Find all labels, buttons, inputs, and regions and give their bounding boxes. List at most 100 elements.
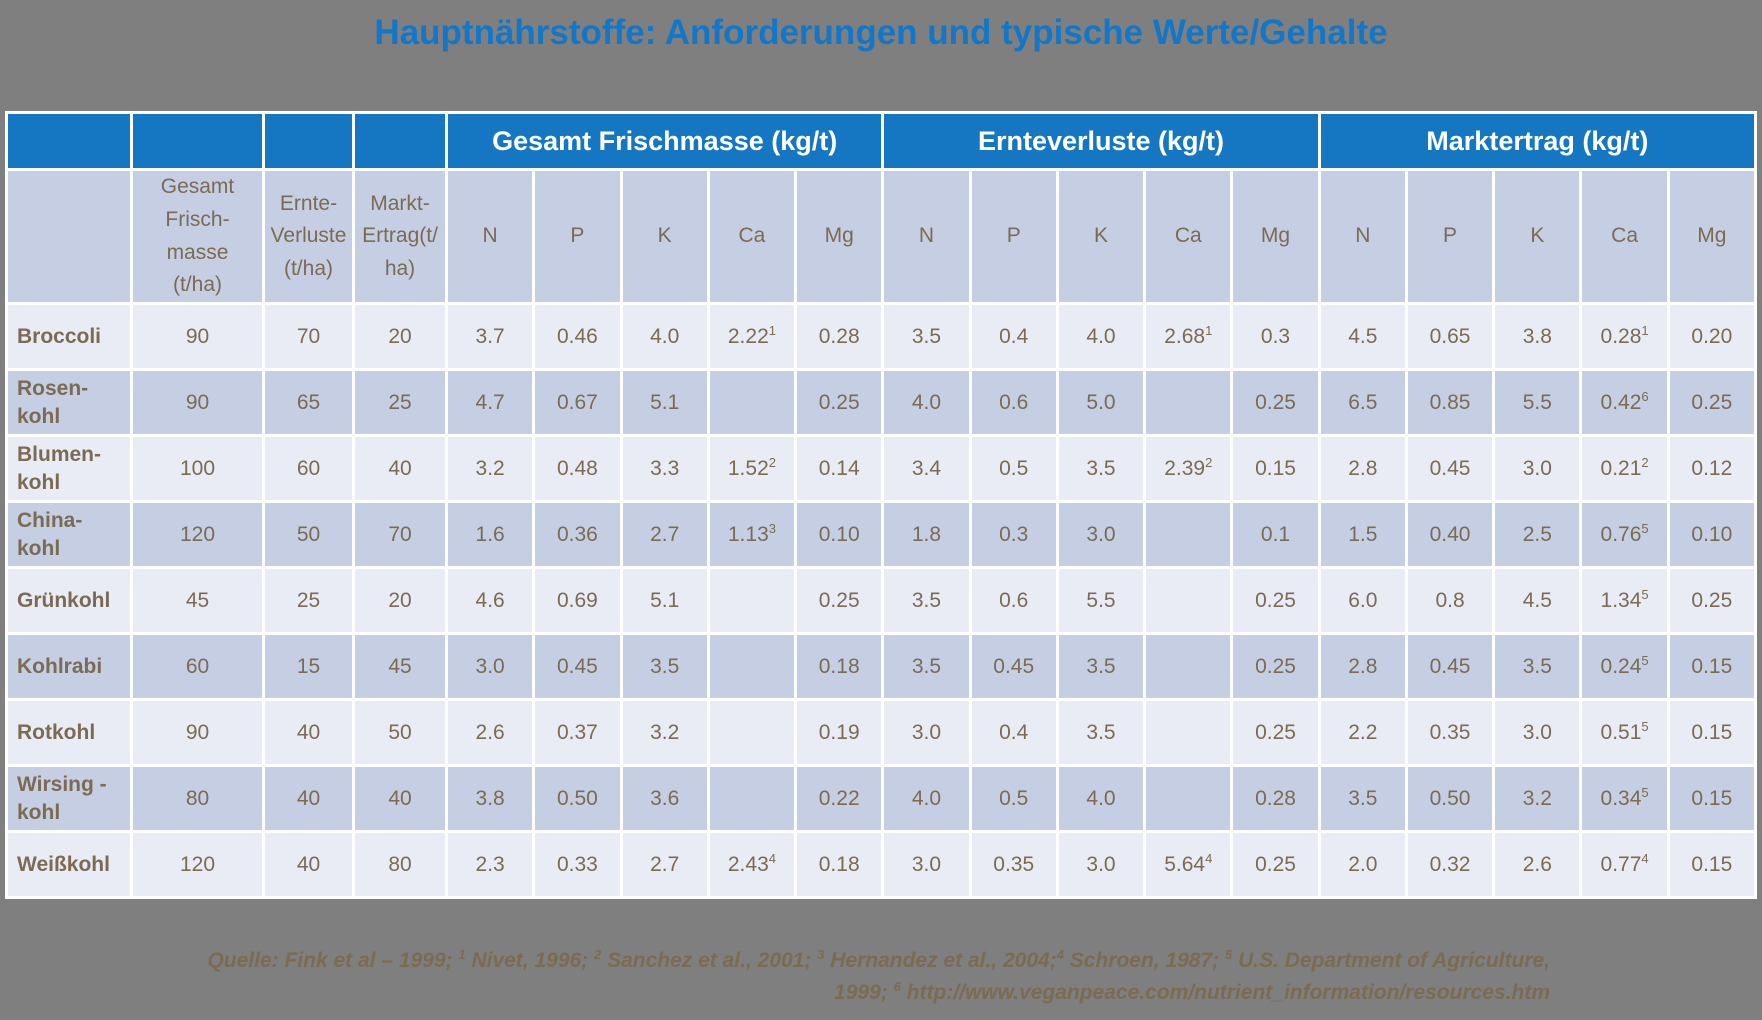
value-cell: 5.0	[1055, 368, 1147, 437]
value-cell: 3.2	[619, 698, 710, 767]
value-cell: 0.25	[1666, 368, 1758, 437]
value-cell: 0.774	[1579, 830, 1670, 899]
value-cell	[706, 368, 798, 437]
value-cell: 3.0	[1055, 500, 1147, 569]
value-cell: 0.35	[1404, 698, 1496, 767]
row-label: Rotkohl	[5, 698, 133, 767]
value-cell: 0.4	[968, 698, 1059, 767]
value-cell: 0.28	[794, 302, 885, 371]
value-cell	[706, 632, 798, 701]
sub-header-cell: K	[619, 168, 710, 305]
source-line-1: Quelle: Fink et al – 1999; 1 Nivet, 1996…	[207, 947, 1550, 972]
value-cell: 0.37	[532, 698, 623, 767]
corner-cell	[5, 111, 133, 171]
table-row: Wirsing - kohl 80 40 40 3.8 0.50 3.6 0.22 4.0 0.5…	[5, 764, 1758, 833]
value-cell: 2.6	[444, 698, 536, 767]
value-cell: 0.10	[1666, 500, 1758, 569]
group-header-gesamt-frischmasse: Gesamt Frischmasse (kg/t)	[444, 111, 885, 171]
value-cell: 1.6	[444, 500, 536, 569]
value-cell: 70	[262, 302, 355, 371]
sub-header-cell: K	[1055, 168, 1147, 305]
value-cell: 0.18	[794, 830, 885, 899]
value-cell: 0.28	[1230, 764, 1321, 833]
value-cell: 6.5	[1317, 368, 1408, 437]
sub-header-cell: Ernte- Verluste (t/ha)	[262, 168, 355, 305]
value-cell: 45	[130, 566, 265, 635]
value-cell: 0.22	[794, 764, 885, 833]
row-label: Weißkohl	[5, 830, 133, 899]
value-cell: 5.644	[1143, 830, 1234, 899]
value-cell: 0.25	[1230, 632, 1321, 701]
value-cell: 120	[130, 830, 265, 899]
value-cell: 40	[262, 698, 355, 767]
value-cell	[706, 698, 798, 767]
value-cell: 0.15	[1666, 632, 1758, 701]
value-cell: 65	[262, 368, 355, 437]
value-cell: 50	[262, 500, 355, 569]
value-cell: 45	[352, 632, 448, 701]
value-cell: 3.5	[1055, 632, 1147, 701]
sub-header-cell: Markt- Ertrag(t/ ha)	[352, 168, 448, 305]
value-cell: 0.18	[794, 632, 885, 701]
value-cell: 4.0	[619, 302, 710, 371]
value-cell: 3.0	[1492, 698, 1583, 767]
value-cell: 2.392	[1143, 434, 1234, 503]
value-cell: 4.5	[1492, 566, 1583, 635]
value-cell: 0.765	[1579, 500, 1670, 569]
value-cell: 90	[130, 302, 265, 371]
page-title: Hauptnährstoffe: Anforderungen und typis…	[374, 13, 1388, 52]
row-label: China- kohl	[5, 500, 133, 569]
table-row: Broccoli 90 70 20 3.7 0.46 4.0 2.221 0.28 3.5 0.4 4…	[5, 302, 1758, 371]
value-cell: 3.5	[881, 302, 972, 371]
value-cell: 4.7	[444, 368, 536, 437]
value-cell: 90	[130, 368, 265, 437]
value-cell: 3.2	[444, 434, 536, 503]
value-cell: 5.1	[619, 368, 710, 437]
value-cell	[706, 566, 798, 635]
value-cell: 3.5	[1492, 632, 1583, 701]
value-cell: 0.515	[1579, 698, 1670, 767]
value-cell: 120	[130, 500, 265, 569]
value-cell: 2.221	[706, 302, 798, 371]
table-header: Gesamt Frischmasse (kg/t) Ernteverluste …	[5, 111, 1758, 305]
table-body: Broccoli 90 70 20 3.7 0.46 4.0 2.221 0.28 3.5 0.4 4…	[5, 302, 1758, 899]
value-cell: 2.8	[1317, 632, 1408, 701]
value-cell: 2.2	[1317, 698, 1408, 767]
value-cell: 4.0	[1055, 764, 1147, 833]
sub-header-cell: P	[1404, 168, 1496, 305]
value-cell: 0.14	[794, 434, 885, 503]
value-cell: 3.5	[1317, 764, 1408, 833]
corner-cell	[130, 111, 265, 171]
value-cell: 0.40	[1404, 500, 1496, 569]
value-cell: 3.0	[1492, 434, 1583, 503]
sub-header-cell: N	[444, 168, 536, 305]
value-cell	[1143, 368, 1234, 437]
sub-header-cell: Ca	[706, 168, 798, 305]
table-row: Weißkohl 120 40 80 2.3 0.33 2.7 2.434 0.18 3.0 0.3…	[5, 830, 1758, 899]
value-cell: 25	[352, 368, 448, 437]
value-cell: 3.3	[619, 434, 710, 503]
row-label: Kohlrabi	[5, 632, 133, 701]
value-cell: 0.3	[1230, 302, 1321, 371]
value-cell: 0.15	[1666, 764, 1758, 833]
value-cell: 20	[352, 302, 448, 371]
value-cell: 3.5	[1055, 434, 1147, 503]
value-cell: 15	[262, 632, 355, 701]
value-cell: 0.65	[1404, 302, 1496, 371]
row-label: Blumen- kohl	[5, 434, 133, 503]
value-cell: 4.0	[881, 764, 972, 833]
source-line-2: 1999; 6 http://www.veganpeace.com/nutrie…	[834, 978, 1550, 1004]
row-label: Rosen- kohl	[5, 368, 133, 437]
value-cell: 0.8	[1404, 566, 1496, 635]
value-cell: 2.8	[1317, 434, 1408, 503]
value-cell: 50	[352, 698, 448, 767]
value-cell: 3.6	[619, 764, 710, 833]
value-cell: 0.345	[1579, 764, 1670, 833]
value-cell: 3.2	[1492, 764, 1583, 833]
value-cell: 0.5	[968, 434, 1059, 503]
value-cell	[1143, 764, 1234, 833]
value-cell: 0.3	[968, 500, 1059, 569]
value-cell: 1.5	[1317, 500, 1408, 569]
value-cell: 0.48	[532, 434, 623, 503]
